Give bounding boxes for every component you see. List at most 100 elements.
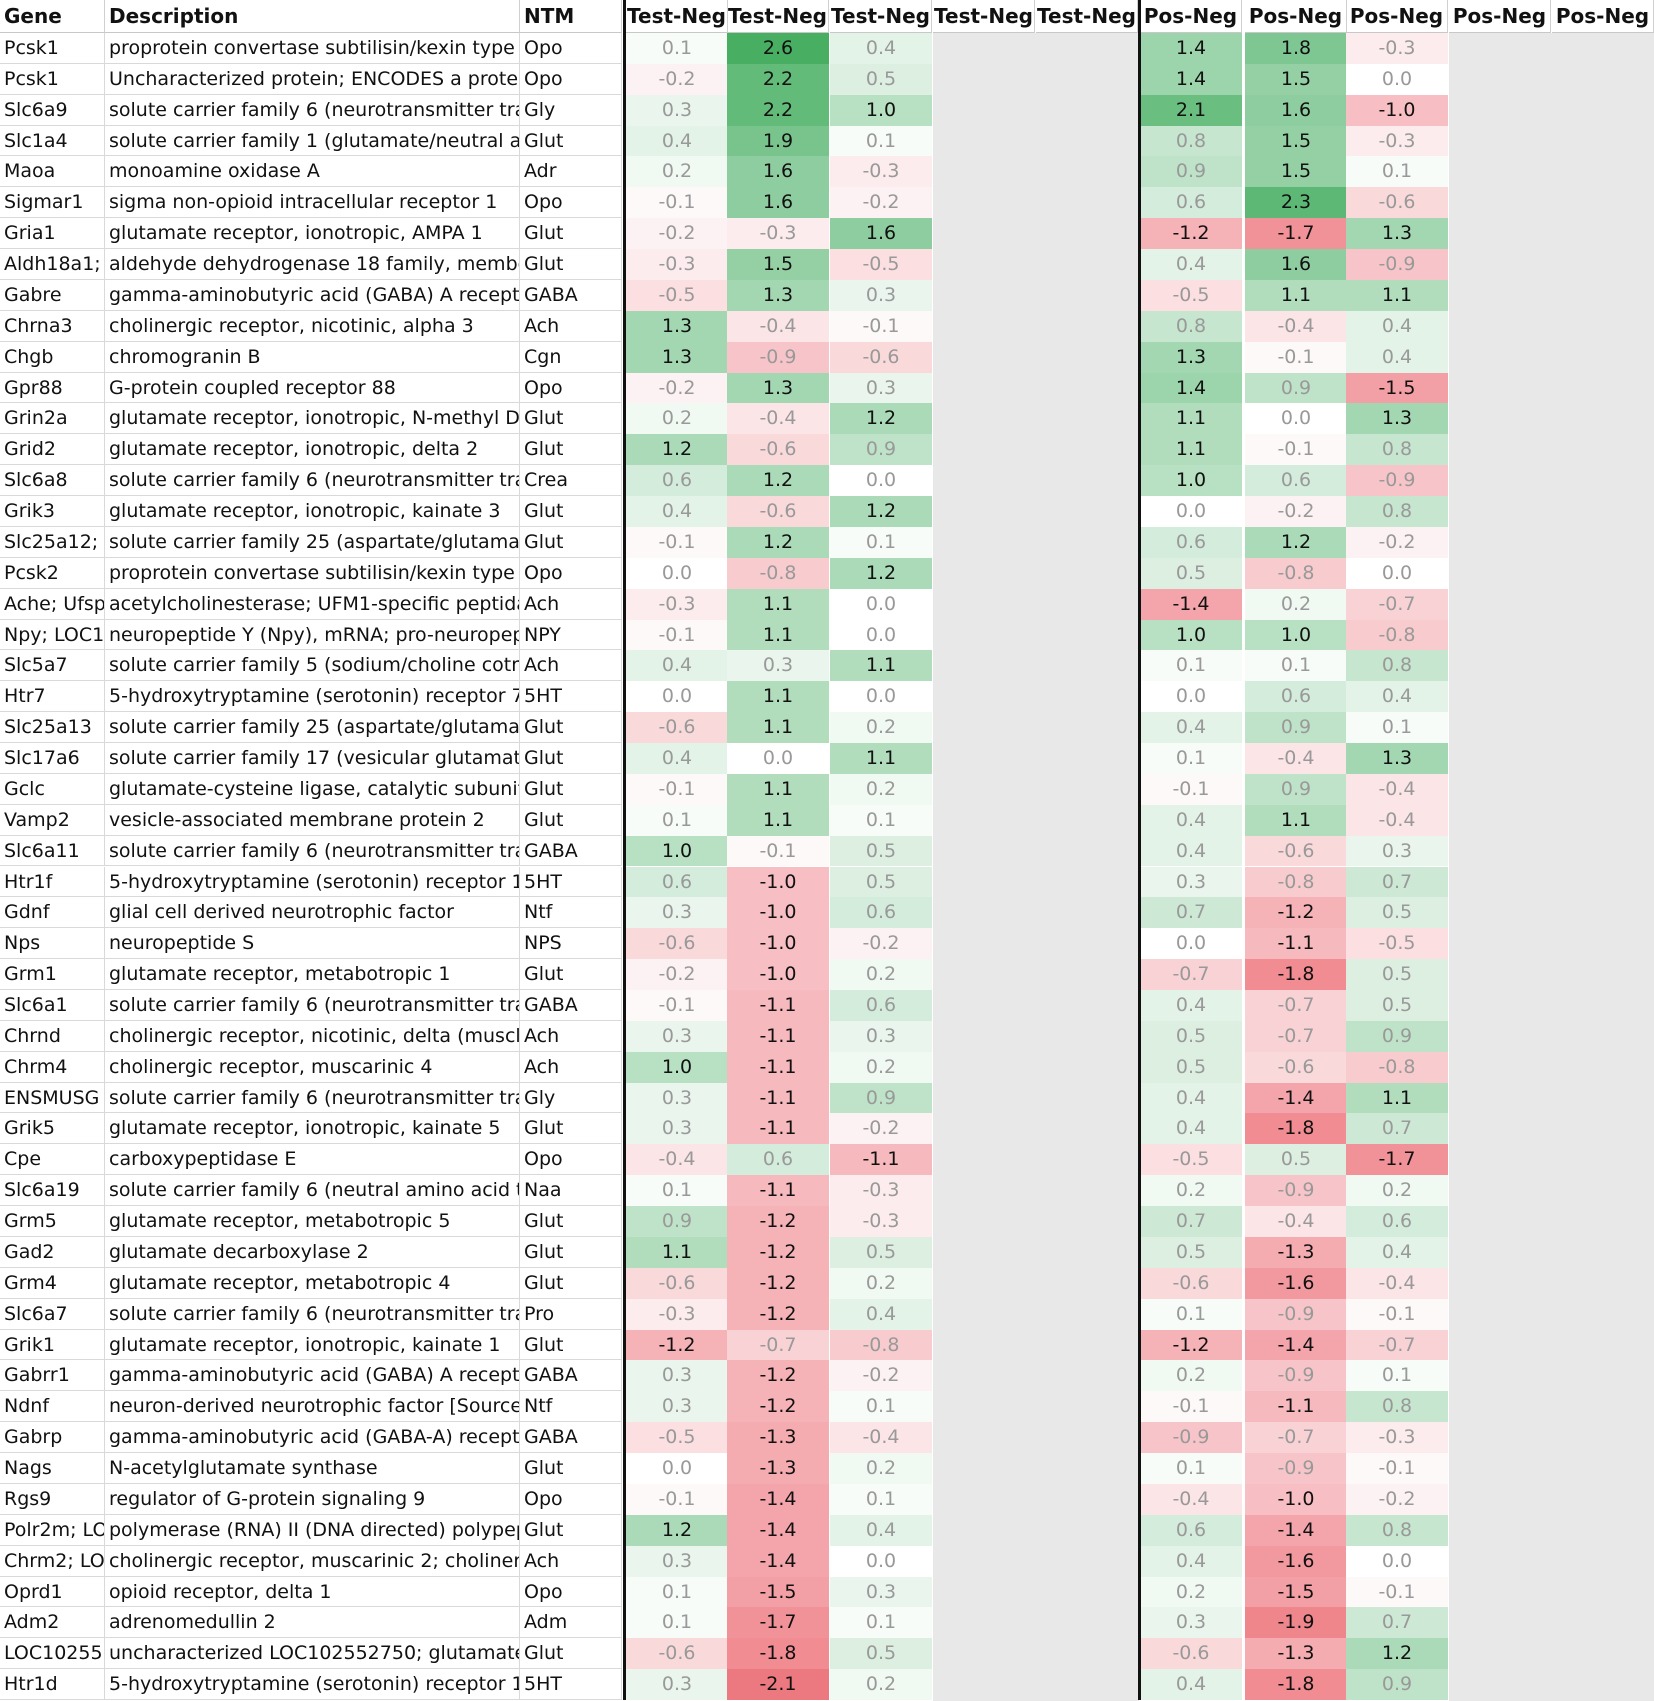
header-value-col-8: Pos-Neg [1346,0,1448,33]
empty-cell [933,650,1036,683]
empty-cell [1449,496,1552,528]
empty-cell [1552,63,1654,96]
empty-cell [1036,1236,1139,1269]
heat-cell: 0.4 [830,33,932,64]
row-ntm: Glut [520,804,622,836]
empty-cell [1449,1298,1552,1331]
empty-cell [933,1576,1036,1609]
empty-cell [1552,249,1654,281]
heat-cell: -1.2 [727,1391,829,1423]
heat-cell: -0.6 [830,341,932,373]
empty-cell [1552,1082,1654,1115]
heat-cell: -1.7 [727,1607,829,1639]
row-description: solute carrier family 6 (neurotransmitte… [105,1298,520,1330]
empty-cell [1449,588,1552,621]
empty-cell [1552,465,1654,498]
heat-cell: -2.1 [727,1669,829,1700]
heat-cell: 0.5 [1140,1236,1242,1268]
empty-cell [1552,1144,1654,1177]
heat-cell: -0.8 [1346,619,1448,651]
heat-cell: 1.6 [727,187,829,219]
empty-cell [1036,897,1139,930]
heat-cell: 0.7 [1346,1607,1448,1639]
heat-cell: -0.5 [830,249,932,280]
header-gene: Gene [0,0,105,33]
heat-cell: 0.1 [1140,743,1242,774]
heat-cell: -0.9 [1346,249,1448,280]
row-ntm: Crea [520,465,622,497]
heat-cell: 0.7 [1140,1206,1242,1237]
empty-cell [1552,1267,1654,1300]
heat-cell: -0.7 [1245,989,1347,1021]
heat-cell: -0.8 [1346,1051,1448,1083]
empty-cell [1552,156,1654,189]
heat-cell: -1.3 [1245,1638,1347,1670]
heat-cell: -0.9 [1346,465,1448,497]
row-description: proprotein convertase subtilisin/kexin t… [105,557,520,589]
heat-cell: -0.2 [626,372,728,404]
row-ntm: Glut [520,1453,622,1484]
heat-cell: 1.6 [830,218,932,250]
empty-cell [1552,1329,1654,1362]
heat-cell: -1.3 [1245,1236,1347,1268]
heat-cell: 0.6 [1245,465,1347,497]
header-value-col-1: Test-Neg [626,0,728,33]
empty-cell [933,835,1036,868]
row-description: glutamate receptor, metabotropic 1 [105,959,520,990]
heat-cell: -1.7 [1245,218,1347,250]
row-description: gamma-aminobutyric acid (GABA-A) recepto… [105,1422,520,1454]
heat-cell: -1.5 [727,1576,829,1608]
heat-cell: 0.0 [830,619,932,651]
heat-cell: 1.3 [727,279,829,311]
heat-cell: 0.3 [626,897,728,929]
heat-cell: 0.1 [830,804,932,836]
row-description: cholinergic receptor, nicotinic, delta (… [105,1020,520,1052]
heat-cell: 1.3 [1140,341,1242,373]
heat-cell: 0.4 [1140,835,1242,867]
empty-cell [1449,866,1552,899]
heat-cell: 1.9 [727,125,829,157]
row-description: N-acetylglutamate synthase [105,1453,520,1484]
heat-cell: 1.4 [1140,372,1242,404]
row-description: neuron-derived neurotrophic factor [Sour… [105,1391,520,1423]
heat-cell: -1.3 [727,1453,829,1484]
heat-cell: 0.6 [1140,526,1242,558]
empty-cell [933,434,1036,467]
heat-cell: -0.8 [1245,557,1347,589]
empty-cell [1036,743,1139,775]
heat-cell: -1.4 [727,1545,829,1577]
row-gene: Gclc [0,773,105,805]
empty-cell [1449,835,1552,868]
heat-cell: -0.8 [727,557,829,589]
heat-cell: 1.0 [626,835,728,867]
row-gene: Grid2 [0,434,105,466]
header-value-col-9: Pos-Neg [1449,0,1551,33]
heat-cell: 0.1 [626,1607,728,1639]
empty-cell [1552,403,1654,436]
heat-cell: 1.2 [626,434,728,466]
empty-cell [1036,1483,1139,1516]
heat-cell: 2.1 [1140,94,1242,126]
heat-cell: 0.3 [727,650,829,682]
empty-cell [1036,218,1139,251]
empty-cell [1036,341,1139,374]
row-description: glutamate receptor, metabotropic 4 [105,1267,520,1299]
row-description: solute carrier family 6 (neurotransmitte… [105,1082,520,1114]
heat-cell: 0.5 [830,866,932,898]
heat-cell: -1.8 [1245,1113,1347,1145]
heat-cell: -0.1 [626,187,728,219]
heat-cell: 0.5 [1245,1144,1347,1176]
empty-cell [1552,1576,1654,1609]
row-description: glutamate receptor, ionotropic, kainate … [105,1329,520,1361]
empty-cell [933,1298,1036,1331]
empty-cell [1552,279,1654,312]
heat-cell: 0.9 [1346,1020,1448,1052]
heat-cell: 0.2 [830,773,932,805]
row-ntm: Glut [520,1267,622,1299]
empty-cell [933,773,1036,806]
row-gene: Gad2 [0,1236,105,1268]
row-ntm: Glut [520,773,622,805]
empty-cell [1449,33,1552,65]
heat-cell: 1.3 [626,310,728,342]
